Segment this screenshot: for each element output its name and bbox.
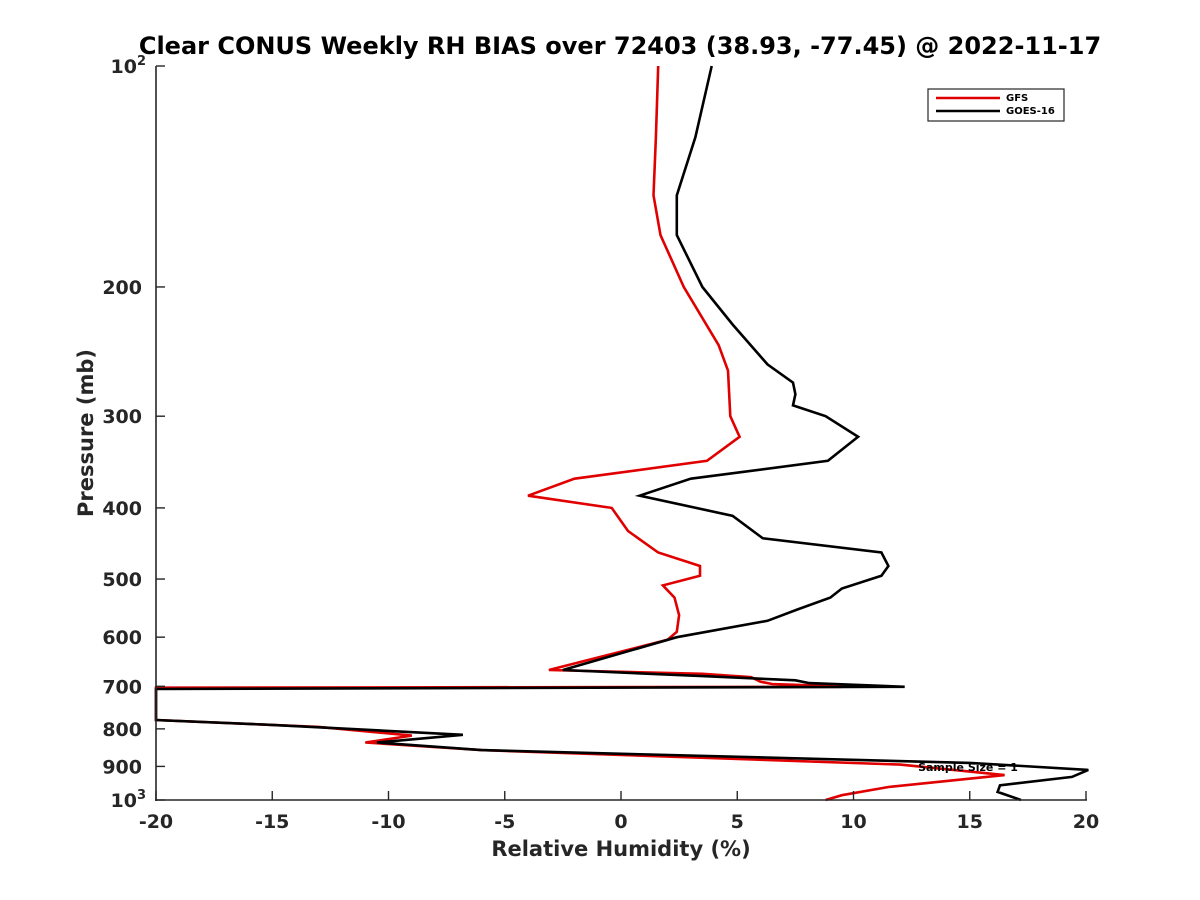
x-axis-label: Relative Humidity (%) [491, 837, 750, 861]
y-tick-exponent: 2 [137, 54, 146, 69]
x-tick-label: -5 [494, 811, 515, 833]
x-tick-label: 20 [1073, 811, 1099, 833]
legend-gfs-label: GFS [1006, 93, 1028, 104]
legend: GFS GOES-16 [927, 88, 1065, 122]
y-tick-label: 300 [102, 406, 142, 428]
x-tick-label: -20 [139, 811, 173, 833]
sample-size-annotation: Sample Size = 1 [918, 761, 1018, 774]
y-tick-label: 10 [111, 790, 137, 812]
y-tick-label: 700 [102, 676, 142, 698]
x-tick-label: -15 [255, 811, 289, 833]
legend-box [927, 88, 1065, 122]
series-layer [154, 65, 1089, 802]
chart-title: Clear CONUS Weekly RH BIAS over 72403 (3… [139, 32, 1101, 60]
x-ticks: -20 -15 -10 -5 0 5 10 15 20 [139, 791, 1099, 833]
y-tick-label: 10 [111, 56, 137, 78]
plot-area [156, 67, 1086, 800]
y-tick-label: 400 [102, 498, 142, 520]
y-tick-label: 200 [102, 277, 142, 299]
x-tick-label: 0 [614, 811, 627, 833]
y-axis-label: Pressure (mb) [74, 349, 98, 517]
y-tick-label: 500 [102, 569, 142, 591]
series-line-goes-16 [154, 65, 1089, 802]
y-tick-exponent: 3 [137, 788, 146, 803]
x-tick-label: -10 [371, 811, 405, 833]
y-tick-label: 900 [102, 756, 142, 778]
series-line-gfs [154, 65, 1005, 802]
y-tick-label: 800 [102, 719, 142, 741]
x-tick-label: 5 [731, 811, 744, 833]
legend-goes16-label: GOES-16 [1006, 106, 1055, 117]
x-tick-label: 15 [957, 811, 983, 833]
y-tick-label: 600 [102, 627, 142, 649]
x-tick-label: 10 [840, 811, 866, 833]
